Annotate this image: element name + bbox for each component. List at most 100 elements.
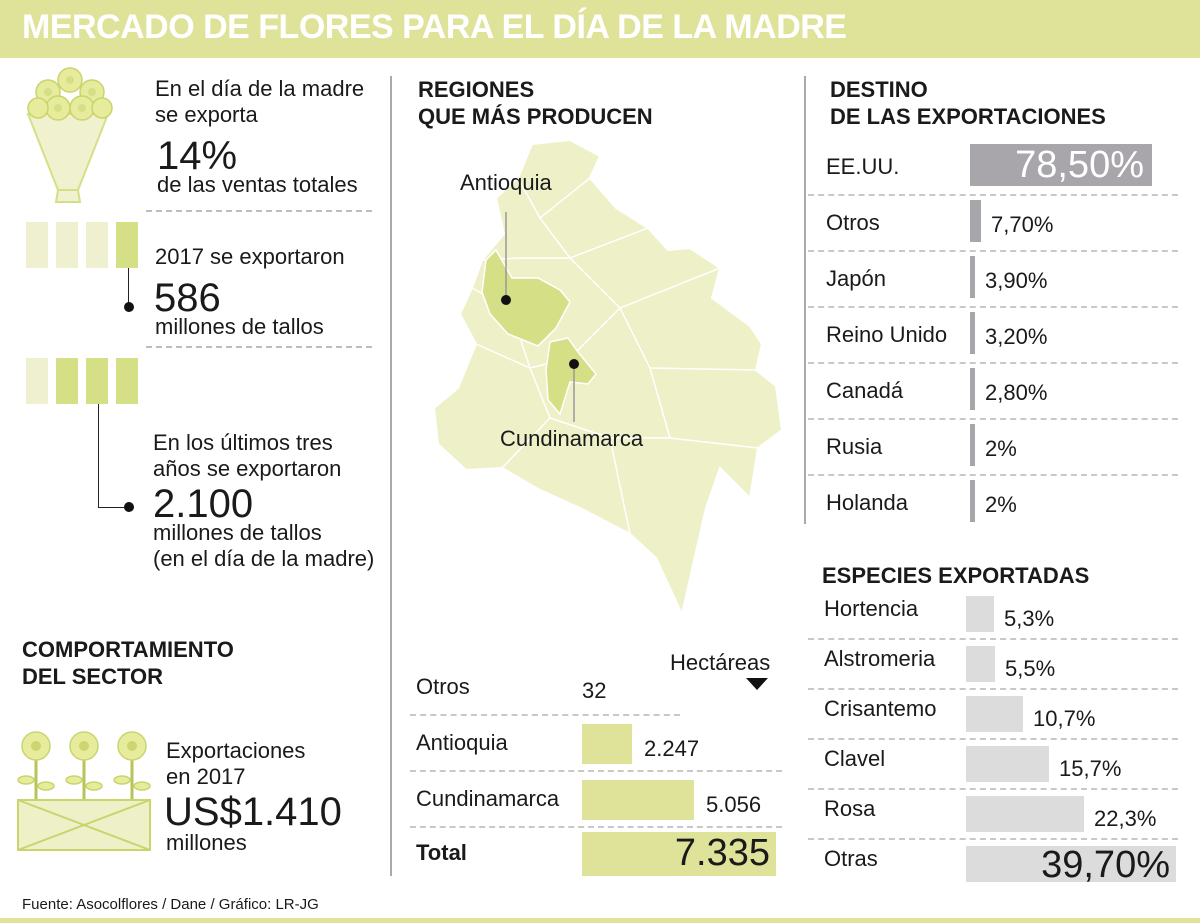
stat1-caption: de las ventas totales: [157, 172, 358, 197]
page-title: MERCADO DE FLORES PARA EL DÍA DE LA MADR…: [22, 8, 847, 46]
square-marker-active: [116, 222, 138, 268]
square-marker: [86, 222, 108, 268]
species-value: 39,70%: [1041, 844, 1170, 886]
square-marker-active: [116, 358, 138, 404]
species-heading: ESPECIES EXPORTADAS: [822, 563, 1090, 588]
square-marker-active: [86, 358, 108, 404]
region-row: Otros 32: [410, 660, 680, 716]
species-label: Otras: [824, 846, 878, 871]
connector-dot: [124, 502, 134, 512]
species-value: 10,7%: [1033, 706, 1096, 731]
sector-heading-line1: COMPORTAMIENTO: [22, 637, 234, 662]
destination-label: Canadá: [826, 378, 904, 403]
footer-bar: [0, 918, 1200, 923]
stat1-line1: En el día de la madre: [155, 76, 365, 101]
header-banner: [0, 0, 1200, 58]
destination-label: Holanda: [826, 490, 908, 515]
destination-value: 3,90%: [985, 268, 1048, 293]
destination-row: Japón 3,90%: [808, 252, 1178, 308]
sector-caption: millones: [166, 830, 247, 855]
destination-bar: [970, 368, 975, 410]
connector-line: [128, 268, 129, 304]
divider: [146, 210, 372, 212]
destination-label: Otros: [826, 210, 880, 235]
region-row: Cundinamarca 5.056: [410, 772, 782, 828]
region-total-label: Total: [416, 840, 467, 865]
region-bar: [582, 724, 632, 764]
species-value: 22,3%: [1094, 806, 1157, 831]
destinations-heading-line2: DE LAS EXPORTACIONES: [830, 104, 1106, 129]
destination-value: 2,80%: [985, 380, 1048, 405]
stat2-value: 586: [154, 276, 221, 320]
destination-label: Reino Unido: [826, 322, 948, 347]
species-label: Hortencia: [824, 596, 919, 621]
destination-label: Japón: [826, 266, 886, 291]
colombia-map: [432, 138, 784, 618]
destination-label: EE.UU.: [826, 154, 900, 179]
species-row: Alstromeria 5,5%: [808, 640, 1178, 690]
destination-value: 2%: [985, 436, 1017, 461]
region-total-value: 7.335: [674, 832, 770, 874]
map-label-cundinamarca: Cundinamarca: [500, 426, 644, 451]
column-separator: [804, 76, 806, 524]
region-label: Antioquia: [416, 730, 508, 755]
region-bar: [582, 780, 694, 820]
square-marker: [26, 222, 48, 268]
destination-value: 7,70%: [991, 212, 1054, 237]
species-row: Clavel 15,7%: [808, 740, 1178, 790]
sector-heading-line2: DEL SECTOR: [22, 664, 163, 689]
connector-line: [98, 404, 99, 508]
stat2-caption: millones de tallos: [155, 314, 324, 339]
species-label: Alstromeria: [824, 646, 936, 671]
species-bar: [966, 796, 1084, 832]
region-label: Otros: [416, 674, 470, 699]
bouquet-icon: [26, 67, 113, 203]
species-bar: [966, 646, 995, 682]
species-value: 15,7%: [1059, 756, 1122, 781]
destination-value: 78,50%: [1015, 144, 1144, 186]
stat2-label: 2017 se exportaron: [155, 244, 345, 269]
map-label-antioquia: Antioquia: [460, 170, 552, 195]
species-row: Rosa 22,3%: [808, 790, 1178, 840]
species-label: Rosa: [824, 796, 876, 821]
sector-line1: Exportaciones: [166, 738, 306, 763]
regions-heading-line2: QUE MÁS PRODUCEN: [418, 104, 653, 129]
square-marker: [56, 222, 78, 268]
region-label: Cundinamarca: [416, 786, 560, 811]
region-total-row: Total 7.335: [410, 828, 782, 884]
destination-value: 2%: [985, 492, 1017, 517]
region-total-bar: 7.335: [582, 832, 776, 876]
destination-label: Rusia: [826, 434, 883, 459]
species-bar: [966, 596, 994, 632]
unit-label: Hectáreas: [670, 650, 771, 675]
square-marker-active: [56, 358, 78, 404]
destination-bar: [970, 480, 975, 522]
destination-bar: 78,50%: [970, 144, 1152, 186]
destination-bar: [970, 256, 975, 298]
destination-row: Rusia 2%: [808, 420, 1178, 476]
species-bar: 39,70%: [966, 844, 1176, 886]
species-value: 5,3%: [1004, 606, 1055, 631]
species-row: Hortencia 5,3%: [808, 590, 1178, 640]
species-bar: [966, 746, 1049, 782]
stat1-line2: se exporta: [155, 102, 258, 127]
region-value: 5.056: [706, 792, 762, 817]
region-row: Antioquia 2.247: [410, 716, 782, 772]
species-label: Crisantemo: [824, 696, 937, 721]
column-separator: [390, 76, 392, 876]
divider: [146, 346, 372, 348]
region-value: 2.247: [644, 736, 700, 761]
species-row: Otras 39,70%: [808, 840, 1178, 890]
destination-row: EE.UU. 78,50%: [808, 140, 1178, 196]
regions-heading-line1: REGIONES: [418, 77, 535, 102]
destination-bar: [970, 312, 975, 354]
stat3-caption2: (en el día de la madre): [153, 546, 375, 571]
destination-row: Otros 7,70%: [808, 196, 1178, 252]
sector-line2: en 2017: [166, 764, 246, 789]
stat3-caption1: millones de tallos: [153, 520, 322, 545]
connector-dot: [124, 302, 134, 312]
stat3-value: 2.100: [153, 482, 254, 526]
connector-line: [98, 507, 128, 508]
source-footer: Fuente: Asocolflores / Dane / Gráfico: L…: [22, 896, 319, 913]
destination-row: Canadá 2,80%: [808, 364, 1178, 420]
